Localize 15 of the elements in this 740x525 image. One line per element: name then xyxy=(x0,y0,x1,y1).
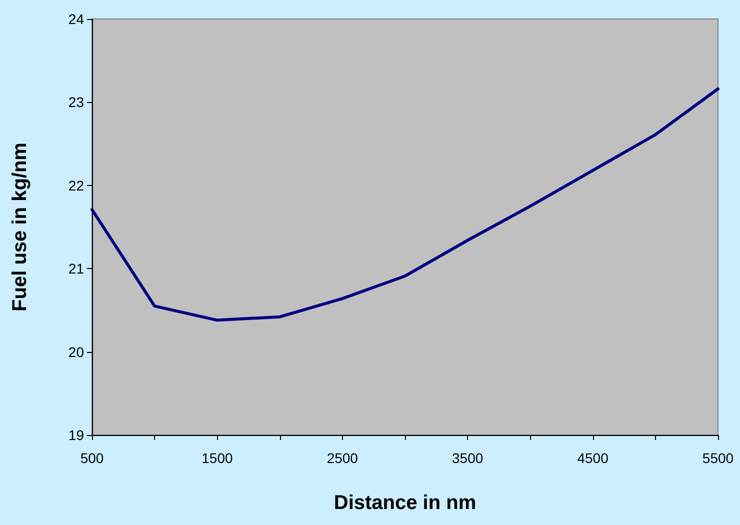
x-tick-label: 4500 xyxy=(577,450,609,466)
x-axis-title: Distance in nm xyxy=(334,492,476,514)
x-tick-label: 500 xyxy=(80,450,104,466)
x-tick-label: 1500 xyxy=(202,450,233,466)
y-tick-label: 21 xyxy=(68,260,84,277)
y-tick-label: 20 xyxy=(68,344,84,360)
x-tick-label: 5500 xyxy=(702,450,734,466)
y-axis-title: Fuel use in kg/nm xyxy=(9,142,31,312)
y-tick-label: 24 xyxy=(68,11,84,27)
y-tick-label: 22 xyxy=(68,177,84,194)
x-tick-label: 3500 xyxy=(452,450,484,466)
y-tick-label: 19 xyxy=(68,427,84,443)
y-tick-label: 23 xyxy=(68,94,84,110)
line-series xyxy=(90,87,720,322)
x-tick-label: 2500 xyxy=(326,450,358,466)
